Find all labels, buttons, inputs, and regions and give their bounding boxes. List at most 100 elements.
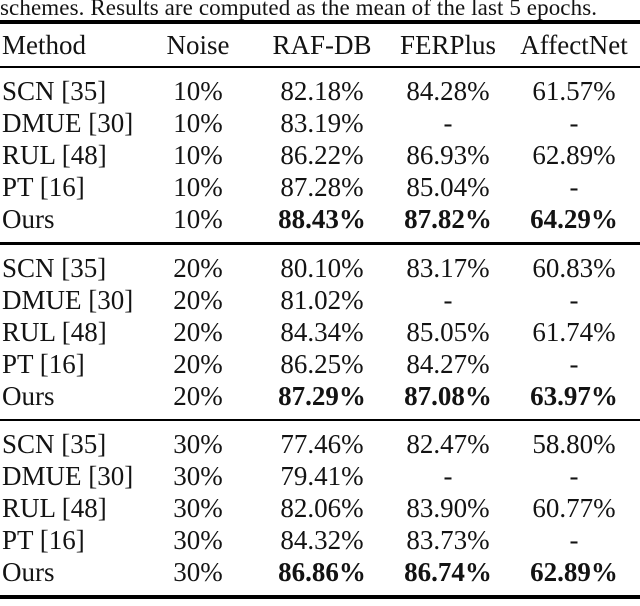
cell-method: RUL [48] [2,140,107,170]
cell-method: DMUE [30] [2,284,134,315]
cell-rafdb: 87.28% [280,172,364,202]
cell-noise: 10% [173,108,223,138]
cell-rafdb: 80.10% [280,252,364,283]
cell-noise: 10% [173,172,223,202]
cell-ferplus: 83.90% [406,493,490,523]
cell-ferplus: - [443,284,453,315]
cell-rafdb: 82.06% [280,493,364,523]
cell-affectnet: 60.77% [532,493,616,523]
cell-affectnet: 64.29% [530,204,618,234]
cell-affectnet: - [569,525,579,555]
cell-method: PT [16] [2,172,85,202]
cell-affectnet: - [569,348,579,379]
cell-ferplus: 83.17% [406,252,490,283]
cell-method: PT [16] [2,348,85,379]
table-row: SCN [35] 30% 77.46% 82.47% 58.80% [0,428,640,460]
column-header-rafdb: RAF-DB [272,30,372,60]
column-header-method: Method [2,30,86,60]
group-separator-rule [0,418,640,421]
table-row: DMUE [30] 30% 79.41% - - [0,460,640,492]
column-header-affectnet: AffectNet [520,30,628,60]
cell-affectnet: 61.57% [532,76,616,106]
table-row: SCN [35] 20% 80.10% 83.17% 60.83% [0,252,640,284]
cell-noise: 10% [173,76,223,106]
cell-rafdb: 86.25% [280,348,364,379]
cell-ferplus: 87.08% [404,380,492,411]
cell-ferplus: 85.04% [406,172,490,202]
cell-affectnet: 58.80% [532,429,616,459]
cell-ferplus: 85.05% [406,316,490,347]
cell-affectnet: 63.97% [530,380,618,411]
cell-method: Ours [2,204,55,234]
cell-noise: 30% [173,429,223,459]
table-header-rule [0,66,640,68]
cell-rafdb: 88.43% [278,204,366,234]
noise-group-20pct: SCN [35] 20% 80.10% 83.17% 60.83% DMUE [30] 20… [0,245,640,419]
cell-ferplus: 87.82% [404,204,492,234]
cell-method: RUL [48] [2,316,107,347]
table-bottom-rule [0,595,640,599]
table-top-rule [0,20,640,24]
cell-noise: 20% [173,252,223,283]
cell-affectnet: 62.89% [530,557,618,587]
cell-method: PT [16] [2,525,85,555]
cell-affectnet: - [569,461,579,491]
cell-rafdb: 84.32% [280,525,364,555]
cell-method: Ours [2,380,55,411]
cell-ferplus: 84.27% [406,348,490,379]
cell-ferplus: 84.28% [406,76,490,106]
cell-noise: 30% [173,525,223,555]
column-header-noise: Noise [166,30,230,60]
cell-affectnet: - [569,108,579,138]
table-caption: schemes. Results are computed as the mea… [0,0,598,20]
cell-affectnet: 61.74% [532,316,616,347]
table-header-row: Method Noise RAF-DB FERPlus AffectNet [0,24,640,66]
cell-rafdb: 82.18% [280,76,364,106]
table-body: SCN [35] 10% 82.18% 84.28% 61.57% DMUE [30] 10… [0,68,640,595]
cell-noise: 20% [173,380,223,411]
cell-method: RUL [48] [2,493,107,523]
cell-affectnet: 62.89% [532,140,616,170]
group-separator-rule [0,242,640,245]
cell-rafdb: 83.19% [280,108,364,138]
cell-noise: 30% [173,557,223,587]
cell-rafdb: 79.41% [280,461,364,491]
cell-ferplus: 86.93% [406,140,490,170]
table-row: SCN [35] 10% 82.18% 84.28% 61.57% [0,75,640,107]
noise-group-10pct: SCN [35] 10% 82.18% 84.28% 61.57% DMUE [30] 10… [0,68,640,242]
table-row: RUL [48] 20% 84.34% 85.05% 61.74% [0,316,640,348]
cell-affectnet: - [569,172,579,202]
cell-noise: 10% [173,140,223,170]
cell-noise: 30% [173,493,223,523]
cell-noise: 20% [173,316,223,347]
cell-rafdb: 84.34% [280,316,364,347]
table-row: DMUE [30] 20% 81.02% - - [0,284,640,316]
table-row: PT [16] 10% 87.28% 85.04% - [0,171,640,203]
column-header-ferplus: FERPlus [399,30,497,60]
cell-method: DMUE [30] [2,108,134,138]
cell-ferplus: 83.73% [406,525,490,555]
cell-noise: 10% [173,204,223,234]
cell-ferplus: 86.74% [404,557,492,587]
cell-rafdb: 77.46% [280,429,364,459]
cell-affectnet: 60.83% [532,252,616,283]
table-row: Ours 10% 88.43% 87.82% 64.29% [0,203,640,235]
cell-ferplus: - [443,461,453,491]
cell-noise: 20% [173,348,223,379]
cell-rafdb: 86.22% [280,140,364,170]
cell-method: Ours [2,557,55,587]
cell-rafdb: 86.86% [278,557,366,587]
table-row: RUL [48] 30% 82.06% 83.90% 60.77% [0,492,640,524]
table-row: RUL [48] 10% 86.22% 86.93% 62.89% [0,139,640,171]
table-row: PT [16] 20% 86.25% 84.27% - [0,348,640,380]
cell-method: SCN [35] [2,429,107,459]
table-row: Ours 20% 87.29% 87.08% 63.97% [0,380,640,412]
cell-affectnet: - [569,284,579,315]
cell-noise: 20% [173,284,223,315]
cell-method: SCN [35] [2,252,107,283]
cell-ferplus: 82.47% [406,429,490,459]
cell-method: DMUE [30] [2,461,134,491]
table-row: PT [16] 30% 84.32% 83.73% - [0,524,640,556]
noise-group-30pct: SCN [35] 30% 77.46% 82.47% 58.80% DMUE [30] 30… [0,421,640,595]
